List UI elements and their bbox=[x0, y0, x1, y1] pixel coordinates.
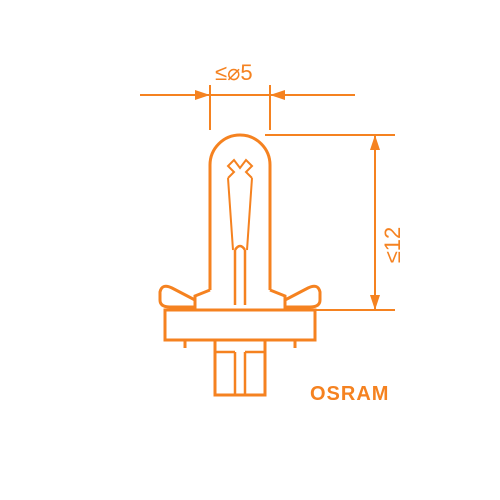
base-plate bbox=[165, 310, 315, 348]
diameter-label: ≤⌀5 bbox=[215, 60, 253, 85]
collar bbox=[195, 290, 285, 310]
filament bbox=[228, 160, 252, 305]
height-label: ≤12 bbox=[380, 227, 405, 264]
dimension-diameter: ≤⌀5 bbox=[140, 60, 355, 130]
bulb-technical-drawing: { "drawing": { "type": "technical-diagra… bbox=[0, 0, 500, 500]
pin-stem bbox=[215, 340, 265, 395]
bulb-envelope bbox=[210, 135, 270, 290]
mounting-tabs bbox=[160, 286, 320, 307]
dimension-height: ≤12 bbox=[265, 135, 405, 310]
diagram-svg: ≤⌀5 ≤12 bbox=[0, 0, 500, 500]
brand-label: OSRAM bbox=[310, 383, 389, 405]
